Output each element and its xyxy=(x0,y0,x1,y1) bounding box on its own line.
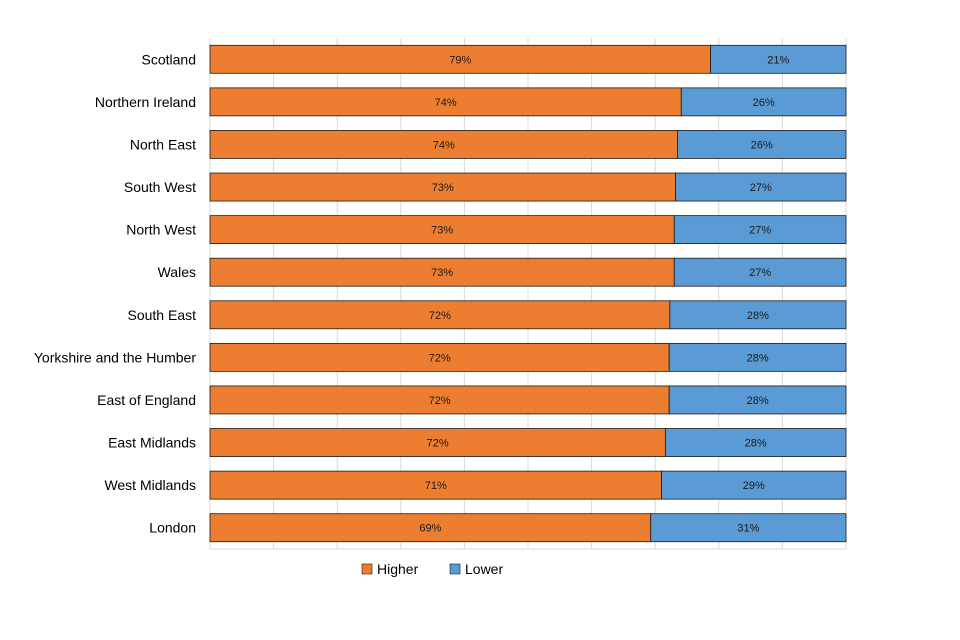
bar-lower-7 xyxy=(669,300,847,330)
data-label-higher-4: 73% xyxy=(432,182,454,194)
data-label-higher-10: 72% xyxy=(427,438,449,450)
bar-higher-9 xyxy=(209,385,670,415)
data-label-lower-6: 27% xyxy=(749,267,771,279)
data-label-higher-8: 72% xyxy=(429,352,451,364)
legend-label-lower: Lower xyxy=(465,561,503,577)
category-label-10: East Midlands xyxy=(108,435,196,451)
data-label-higher-2: 74% xyxy=(435,97,457,109)
category-label-4: South West xyxy=(124,179,196,195)
gridlines xyxy=(209,38,847,549)
data-label-lower-11: 29% xyxy=(743,480,765,492)
data-label-lower-8: 28% xyxy=(747,352,769,364)
category-label-9: East of England xyxy=(97,392,196,408)
bar-lower-10 xyxy=(664,428,847,457)
bars: 79% 21% 74% 26% 74% 26% 73% 27% 73% 27% 73% 27% 72% 2… xyxy=(209,44,847,543)
data-label-higher-1: 79% xyxy=(449,54,471,66)
bar-lower-8 xyxy=(668,342,847,372)
legend-swatch-lower xyxy=(449,563,461,575)
data-label-lower-4: 27% xyxy=(750,182,772,194)
bar-lower-5 xyxy=(673,215,847,245)
data-label-higher-5: 73% xyxy=(431,225,453,237)
bar-higher-2 xyxy=(209,87,682,117)
bar-higher-11 xyxy=(209,470,662,500)
bar-lower-11 xyxy=(661,470,847,500)
bar-lower-4 xyxy=(675,172,847,202)
data-label-lower-10: 28% xyxy=(745,438,767,450)
category-label-11: West Midlands xyxy=(104,477,196,493)
data-label-lower-7: 28% xyxy=(747,310,769,322)
bar-higher-12 xyxy=(209,513,652,543)
category-label-8: Yorkshire and the Humber xyxy=(34,349,196,365)
category-label-2: Northern Ireland xyxy=(95,94,196,110)
bar-higher-5 xyxy=(209,215,675,245)
bar-higher-1 xyxy=(209,44,711,74)
category-label-5: North West xyxy=(126,222,196,238)
data-label-higher-3: 74% xyxy=(433,139,455,151)
category-label-7: South East xyxy=(128,307,197,323)
data-label-higher-9: 72% xyxy=(429,395,451,407)
data-label-lower-1: 21% xyxy=(767,54,789,66)
bar-lower-2 xyxy=(680,87,847,117)
data-label-higher-7: 72% xyxy=(429,310,451,322)
category-label-3: North East xyxy=(130,136,196,152)
bar-lower-1 xyxy=(710,44,847,74)
data-label-higher-11: 71% xyxy=(425,480,447,492)
bar-higher-3 xyxy=(209,130,678,159)
category-labels: Scotland Northern Ireland North East South … xyxy=(34,51,196,535)
category-label-6: Wales xyxy=(158,264,196,280)
bar-higher-7 xyxy=(209,300,671,330)
data-label-lower-2: 26% xyxy=(753,97,775,109)
data-label-lower-5: 27% xyxy=(749,225,771,237)
data-label-higher-12: 69% xyxy=(419,523,441,535)
data-label-lower-9: 28% xyxy=(747,395,769,407)
category-label-12: London xyxy=(149,520,196,536)
bar-higher-8 xyxy=(209,342,670,372)
legend-label-higher: Higher xyxy=(377,561,419,577)
bar-lower-12 xyxy=(650,513,847,543)
category-label-1: Scotland xyxy=(142,51,196,67)
legend: Higher Lower xyxy=(361,561,503,577)
data-label-lower-3: 26% xyxy=(751,139,773,151)
bar-lower-3 xyxy=(677,130,847,159)
data-label-lower-12: 31% xyxy=(737,523,759,535)
bar-lower-9 xyxy=(668,385,847,415)
legend-swatch-higher xyxy=(361,563,373,575)
bar-lower-6 xyxy=(673,257,847,287)
data-label-higher-6: 73% xyxy=(431,267,453,279)
